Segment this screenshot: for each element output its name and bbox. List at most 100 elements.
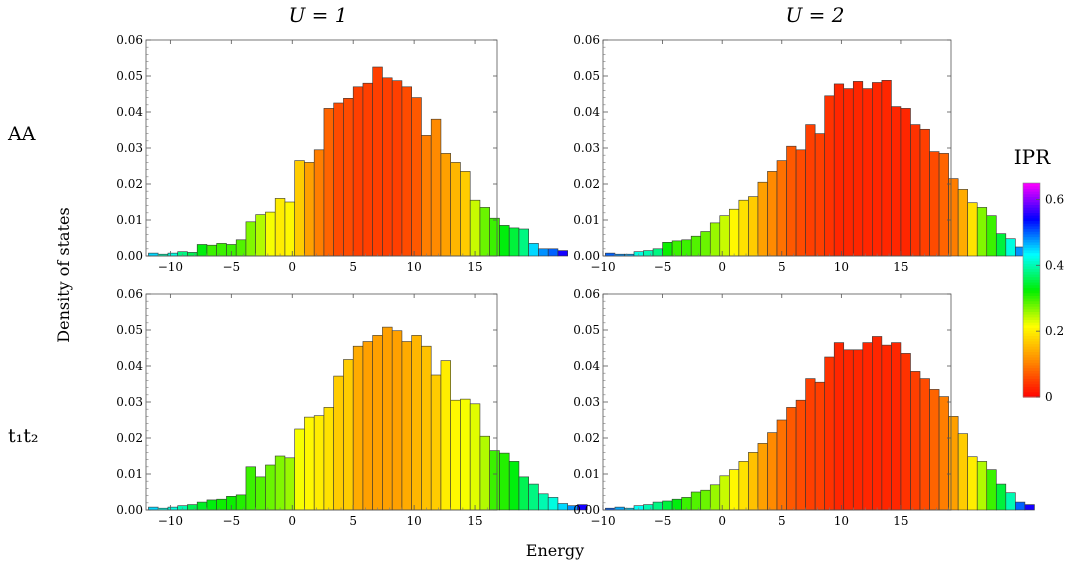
x-tick-label: −5 [222,260,240,274]
histogram-bar [430,374,442,511]
histogram-bar [881,80,892,257]
colorbar-title: IPR [1014,145,1051,169]
col-title-u2: U = 2 [785,3,844,27]
histogram-bar [206,499,217,511]
x-tick-label: −10 [590,514,615,528]
histogram-bar [862,342,873,511]
colorbar-segment [1023,300,1040,304]
colorbar-segment [1023,359,1040,363]
y-tick-label: 0.02 [573,177,600,191]
histogram-bar [508,227,520,257]
colorbar-segment [1023,183,1040,187]
colorbar-segment [1023,265,1040,270]
histogram-bar [795,399,806,511]
colorbar-segment [1023,378,1040,382]
x-tick-label: 5 [349,514,357,528]
histogram-bar [421,345,432,511]
histogram-bar [967,456,978,511]
histogram-bar [508,461,520,511]
histogram-bar [662,242,673,257]
x-tick-label: 10 [406,260,421,274]
colorbar-segment [1023,223,1040,227]
histogram-bar [489,217,500,257]
histogram-bar [547,497,559,511]
colorbar-segment [1023,249,1040,254]
colorbar-segment [1023,322,1040,326]
histogram-bar [304,416,315,511]
panel-aa-u1: 0.00 0.01 0.02 0.03 0.04 0.05 0.06 −10 −5 0 5 10 15 [116,33,568,274]
x-tick-label: −5 [654,514,672,528]
colorbar-segment [1023,279,1040,283]
histogram-bar [938,396,949,511]
histogram-bar [690,235,702,257]
y-tick-label: 0.04 [573,359,600,373]
histogram-bar [843,349,854,511]
row-label-aa: AA [7,123,36,145]
colorbar-segment [1023,255,1040,259]
histogram-bar [313,415,325,511]
histogram-bar [421,135,432,257]
histogram-bar [391,330,403,511]
histogram-bar [411,97,422,257]
x-tick-label: 15 [893,514,908,528]
histogram-bar [729,208,740,257]
colorbar-segment [1023,273,1040,278]
histogram-bar [976,461,988,511]
histogram-bar [557,503,568,511]
panel-t1t2-u1: 0.00 0.01 0.02 0.03 0.04 0.05 0.06 −10 −5 0 5 10 15 [116,287,588,528]
histogram-bar [910,371,921,511]
row-label-t1t2: t₁t₂ [8,425,39,447]
histogram-bar [255,476,266,511]
histogram-bar [391,80,403,257]
histogram-bar [450,162,461,257]
histogram-bar [255,214,266,257]
x-tick-label: 0 [718,260,726,274]
histogram-bar [557,250,568,257]
histogram-bar [518,228,529,257]
histogram-bar [948,416,959,511]
histogram-bar [614,506,625,511]
colorbar-segment [1023,290,1040,294]
histogram-bar [929,151,940,257]
histogram-bar [547,248,559,257]
histogram-bar [862,88,873,257]
x-axis-label: Energy [526,541,584,560]
colorbar-segment [1023,252,1040,256]
colorbar-frame [1022,182,1041,398]
histogram-bar [265,464,276,511]
histogram-bar [671,240,682,257]
histogram-bar [786,145,797,257]
colorbar-segment [1023,193,1040,197]
colorbar-segment [1023,306,1040,310]
histogram-bar [538,493,549,511]
histogram-bar [795,149,806,257]
histogram-bar [957,433,968,511]
histogram-bar [304,162,315,257]
histogram-bar [401,86,412,257]
histogram-bar [460,171,471,257]
histogram-bar [274,198,286,257]
x-tick-label: 0 [288,514,296,528]
histogram-bar [748,452,759,511]
histogram-bar [274,455,286,511]
histogram-bar [852,349,864,511]
histogram-bar [700,231,711,257]
colorbar-segment [1023,338,1040,342]
colorbar-segment [1023,260,1040,264]
colorbar-segment [1023,268,1040,272]
histogram-bar [167,252,178,257]
histogram-bar [824,95,835,257]
colorbar-segment [1023,212,1040,216]
colorbar-segment [1023,207,1040,211]
histogram-bar [662,500,673,511]
histogram-bar [919,378,930,511]
y-tick-label: 0.04 [116,359,143,373]
colorbar-segment [1023,295,1040,299]
histogram-bar [900,353,911,511]
colorbar-segment [1023,380,1040,385]
y-tick-label: 0.06 [116,287,143,301]
histogram-bar [1015,501,1026,511]
histogram-bar [430,118,442,257]
histogram-bar [729,469,740,511]
panel-t1t2-u2: 0.00 0.01 0.02 0.03 0.04 0.05 0.06 −10 −5 0 5 10 15 [573,287,1035,528]
